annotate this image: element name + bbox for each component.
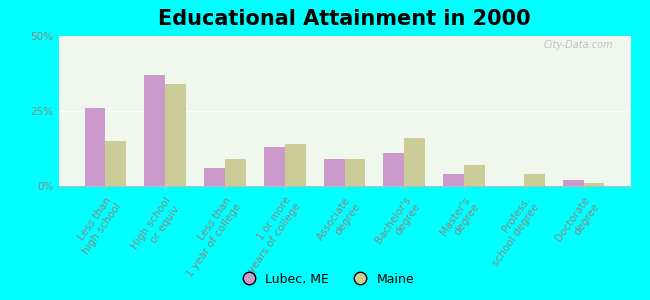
Bar <box>324 159 344 186</box>
Bar <box>384 153 404 186</box>
Bar <box>464 165 485 186</box>
Bar <box>264 147 285 186</box>
Bar <box>524 174 545 186</box>
Text: City-Data.com: City-Data.com <box>543 40 614 50</box>
Bar <box>443 174 464 186</box>
Bar <box>404 138 425 186</box>
Bar <box>584 183 605 186</box>
Bar <box>105 141 126 186</box>
Bar <box>563 180 584 186</box>
Bar <box>204 168 225 186</box>
Bar <box>84 108 105 186</box>
Bar <box>144 75 165 186</box>
Legend: Lubec, ME, Maine: Lubec, ME, Maine <box>231 268 419 291</box>
Bar <box>285 144 306 186</box>
Bar <box>225 159 246 186</box>
Bar <box>344 159 365 186</box>
Title: Educational Attainment in 2000: Educational Attainment in 2000 <box>158 9 531 29</box>
Bar <box>165 84 186 186</box>
